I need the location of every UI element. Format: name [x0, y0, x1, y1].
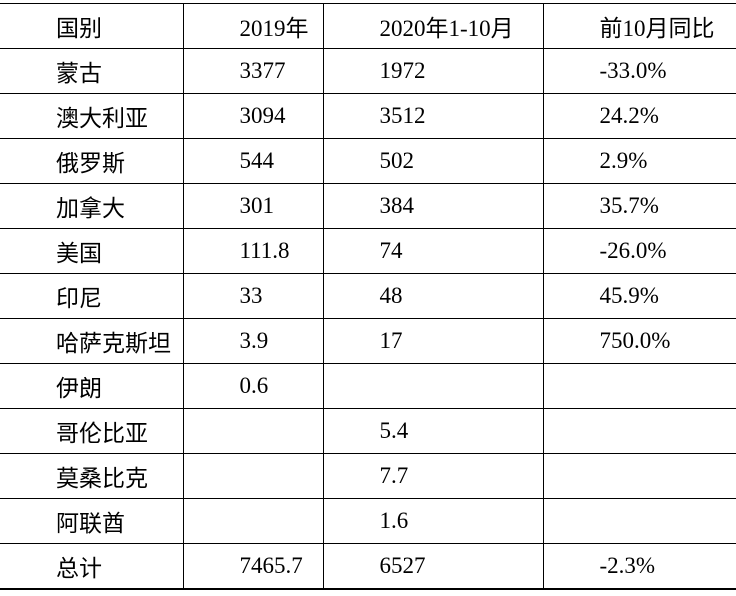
header-2019: 2019年: [183, 3, 324, 49]
cell-2020: 6527: [323, 543, 544, 590]
table-row: 俄罗斯 544 502 2.9%: [0, 138, 736, 184]
header-country: 国别: [0, 3, 184, 49]
table-row: 阿联酋 1.6: [0, 498, 736, 544]
table-row: 加拿大 301 384 35.7%: [0, 183, 736, 229]
cell-country: 俄罗斯: [0, 138, 184, 184]
cell-2020: 5.4: [323, 408, 544, 454]
table-row: 哈萨克斯坦 3.9 17 750.0%: [0, 318, 736, 364]
cell-country: 美国: [0, 228, 184, 274]
table-row: 莫桑比克 7.7: [0, 453, 736, 499]
cell-2020: 3512: [323, 93, 544, 139]
cell-2019: 111.8: [183, 228, 324, 274]
table-row: 伊朗 0.6: [0, 363, 736, 409]
cell-country: 蒙古: [0, 48, 184, 94]
cell-yoy: 2.9%: [543, 138, 736, 184]
cell-country: 加拿大: [0, 183, 184, 229]
cell-2019: 3.9: [183, 318, 324, 364]
table-row: 印尼 33 48 45.9%: [0, 273, 736, 319]
cell-2020: 48: [323, 273, 544, 319]
table-row: 澳大利亚 3094 3512 24.2%: [0, 93, 736, 139]
header-yoy: 前10月同比: [543, 3, 736, 49]
cell-2020: 17: [323, 318, 544, 364]
cell-2019: 544: [183, 138, 324, 184]
cell-2019: 301: [183, 183, 324, 229]
cell-yoy: -2.3%: [543, 543, 736, 590]
cell-2019: 0.6: [183, 363, 324, 409]
table-row-total: 总计 7465.7 6527 -2.3%: [0, 543, 736, 590]
cell-country: 阿联酋: [0, 498, 184, 544]
cell-country: 印尼: [0, 273, 184, 319]
cell-2020: 502: [323, 138, 544, 184]
cell-yoy: [543, 408, 736, 454]
cell-2019: 7465.7: [183, 543, 324, 590]
cell-yoy: 45.9%: [543, 273, 736, 319]
cell-yoy: [543, 453, 736, 499]
cell-2020: 7.7: [323, 453, 544, 499]
coal-import-by-country-table: 国别 2019年 2020年1-10月 前10月同比 蒙古 3377 1972 …: [0, 3, 736, 590]
cell-2020: 1972: [323, 48, 544, 94]
cell-country: 总计: [0, 543, 184, 590]
cell-country: 莫桑比克: [0, 453, 184, 499]
cell-2019: [183, 498, 324, 544]
header-row: 国别 2019年 2020年1-10月 前10月同比: [0, 3, 736, 49]
cell-yoy: 35.7%: [543, 183, 736, 229]
cell-2019: [183, 408, 324, 454]
cell-country: 哥伦比亚: [0, 408, 184, 454]
cell-2020: 1.6: [323, 498, 544, 544]
cell-2019: 33: [183, 273, 324, 319]
header-2020-jan-oct: 2020年1-10月: [323, 3, 544, 49]
table-row: 美国 111.8 74 -26.0%: [0, 228, 736, 274]
cell-yoy: 24.2%: [543, 93, 736, 139]
cell-2020: 384: [323, 183, 544, 229]
cell-yoy: [543, 498, 736, 544]
cell-2020: 74: [323, 228, 544, 274]
cell-country: 哈萨克斯坦: [0, 318, 184, 364]
table-row: 哥伦比亚 5.4: [0, 408, 736, 454]
cell-country: 伊朗: [0, 363, 184, 409]
table-row: 蒙古 3377 1972 -33.0%: [0, 48, 736, 94]
cell-yoy: [543, 363, 736, 409]
cell-2019: 3094: [183, 93, 324, 139]
cell-yoy: -33.0%: [543, 48, 736, 94]
cell-yoy: -26.0%: [543, 228, 736, 274]
cell-2020: [323, 363, 544, 409]
cell-2019: 3377: [183, 48, 324, 94]
cell-yoy: 750.0%: [543, 318, 736, 364]
cell-2019: [183, 453, 324, 499]
cell-country: 澳大利亚: [0, 93, 184, 139]
